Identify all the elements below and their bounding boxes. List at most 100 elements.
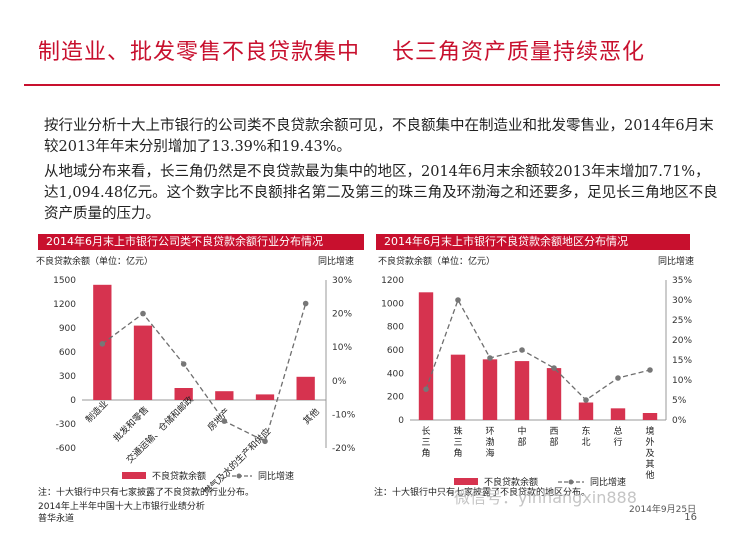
y-tick-label: 1500: [53, 276, 76, 286]
y2-tick-label: 15%: [672, 356, 692, 366]
chart-region: 不良贷款余额（单位：亿元） 同比增速 1200 1000 800 600 400 200 0 35…: [378, 255, 694, 488]
y2-tick-label: 35%: [672, 276, 692, 286]
slide-title: 制造业、批发零售不良贷款集中 长三角资产质量持续恶化: [38, 40, 645, 65]
legend-line-label: 同比增速: [590, 476, 626, 488]
x-label-char: 三: [453, 438, 462, 448]
growth-point-1-5: [583, 397, 589, 403]
chart-2-note: 注：十大银行中只有七家披露了不良贷款的地区分布。: [374, 488, 591, 498]
x-label-char: 北: [581, 437, 590, 448]
growth-point-1-3: [519, 347, 525, 353]
y2-tick-label: 30%: [672, 296, 692, 306]
y-tick-label: 0: [70, 396, 76, 406]
x-label-char: 长: [421, 425, 430, 437]
chart-1-title: 2014年6月末上市银行公司类不良贷款余额行业分布情况: [38, 234, 364, 250]
y-tick-label: 0: [398, 416, 404, 426]
y-tick-label: 400: [387, 369, 404, 379]
x-label-char: 部: [517, 436, 526, 448]
x-category-label: 其他: [301, 406, 322, 427]
bar-0-3: [215, 391, 234, 400]
title-divider: [24, 84, 720, 86]
x-category-label: 制造业: [83, 398, 111, 426]
growth-point-1-1: [455, 297, 461, 303]
bar-0-1: [133, 325, 153, 400]
y2-tick-label: -10%: [332, 410, 356, 420]
y-tick-label: 600: [59, 348, 76, 358]
growth-line-0: [101, 303, 307, 443]
x-label-char: 东: [581, 425, 590, 437]
bar-1-5: [578, 402, 594, 420]
y2-tick-label: 0%: [332, 377, 347, 387]
x-label-char: 环: [485, 426, 494, 437]
footer-date: 2014年9月25日: [629, 505, 697, 515]
x-label-char: 及: [645, 448, 654, 459]
y2-tick-label: 25%: [672, 316, 692, 326]
y-tick-label: 1000: [381, 299, 404, 309]
x-label-char: 中: [517, 425, 526, 437]
y-axis-label: 不良贷款余额（单位：亿元）: [378, 255, 495, 267]
x-label-char: 西: [549, 426, 558, 437]
growth-point-1-7: [647, 367, 653, 373]
y2-tick-label: 0%: [672, 416, 687, 426]
y2-tick-label: -20%: [332, 444, 356, 454]
y2-tick-label: 10%: [672, 376, 692, 386]
x-label-char: 其: [645, 459, 654, 470]
x-label-char: 总: [613, 425, 622, 437]
bar-0-2: [174, 388, 193, 400]
growth-point-1-6: [615, 375, 621, 381]
growth-point-0-2: [180, 361, 187, 367]
y2-axis-label: 同比增速: [318, 255, 354, 267]
growth-point-0-4: [262, 438, 268, 445]
paragraph-region: 从地域分布来看，长三角仍然是不良贷款最为集中的地区，2014年6月末余额较201…: [44, 164, 718, 222]
y-tick-label: 900: [59, 324, 76, 334]
paragraph-industry: 按行业分析十大上市银行的公司类不良贷款余额可见，不良额集中在制造业和批发零售业，…: [44, 118, 714, 155]
bar-0-4: [255, 394, 275, 400]
chart-industry: 不良贷款余额（单位：亿元） 同比增速 1500 1200 900 600 300 0 -300 -…: [36, 255, 356, 492]
growth-point-1-4: [551, 365, 557, 371]
y-tick-label: -300: [56, 420, 77, 430]
x-label-char: 外: [645, 436, 654, 448]
bar-0-5: [296, 376, 315, 400]
legend-line-label: 同比增速: [258, 470, 294, 482]
y2-tick-label: 30%: [332, 276, 352, 286]
footer-source: 2014年上半年中国十大上市银行业绩分析: [38, 502, 205, 512]
x-label-char: 角: [453, 447, 462, 459]
growth-point-1-2: [487, 355, 493, 361]
footer-org: 普华永道: [38, 514, 75, 524]
y-axis-label: 不良贷款余额（单位：亿元）: [36, 255, 153, 267]
x-category-label: 电力、燃气及水的生产和供应: [182, 426, 273, 492]
bar-1-0: [418, 292, 434, 420]
y-tick-label: 200: [387, 393, 404, 403]
watermark-text: 微信号：yinhangxin888: [454, 488, 637, 507]
growth-point-1-0: [423, 386, 429, 392]
y-tick-label: -600: [56, 444, 77, 454]
growth-line-1: [425, 298, 651, 401]
legend-bar-swatch: [454, 478, 478, 485]
y-tick-label: 600: [387, 346, 404, 356]
chart-2-title: 2014年6月末上市银行不良贷款余额地区分布情况: [376, 234, 690, 250]
x-label-char: 境: [645, 425, 654, 437]
y-tick-label: 1200: [381, 276, 404, 286]
y2-axis-label: 同比增速: [658, 255, 694, 267]
y-tick-label: 800: [387, 323, 404, 333]
legend-bar-label: 不良贷款余额: [152, 470, 206, 482]
legend-line-marker: [236, 473, 242, 479]
x-label-char: 角: [421, 447, 430, 459]
growth-point-0-0: [99, 341, 106, 347]
legend-bar-swatch: [122, 472, 146, 479]
legend-bar-label: 不良贷款余额: [484, 476, 538, 488]
y2-tick-label: 20%: [672, 336, 692, 346]
legend-line-marker: [568, 479, 574, 485]
x-label-char: 他: [645, 469, 654, 481]
bar-1-6: [610, 408, 626, 420]
y2-tick-label: 5%: [672, 396, 687, 406]
chart-1-note: 注：十大银行中只有七家披露了不良贷款的行业分布。: [38, 488, 255, 498]
x-category-label: 交通运输、仓储和邮政: [124, 394, 196, 466]
bar-1-3: [514, 361, 530, 420]
bar-1-1: [450, 354, 466, 420]
growth-point-0-1: [140, 310, 146, 317]
x-label-char: 行: [613, 436, 622, 448]
page-number: 16: [684, 512, 697, 523]
x-label-char: 三: [421, 438, 430, 448]
x-label-char: 珠: [453, 425, 462, 437]
growth-point-0-3: [221, 418, 228, 424]
